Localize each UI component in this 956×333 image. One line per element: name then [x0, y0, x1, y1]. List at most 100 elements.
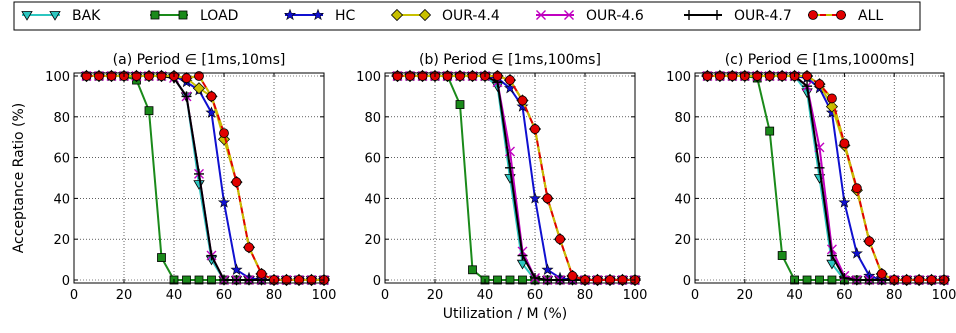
y-tick-label: 80	[674, 111, 691, 126]
y-tick-label: 40	[53, 192, 70, 207]
x-tick-label: 40	[166, 288, 183, 303]
data-point	[182, 275, 191, 285]
series-group	[701, 69, 951, 287]
data-point	[752, 71, 763, 81]
series-load	[393, 71, 640, 285]
ticks: 0 20 40 60 80 100 0 20 40 60 80 100	[666, 70, 956, 303]
series-line-dash	[397, 75, 635, 281]
series-bak	[80, 72, 330, 286]
data-point	[542, 193, 553, 204]
data-point	[294, 275, 304, 285]
data-point	[505, 275, 515, 285]
legend-marker	[684, 10, 694, 20]
data-point	[814, 162, 825, 173]
data-point	[157, 253, 166, 262]
series-group	[391, 69, 642, 287]
y-tick-label: 20	[674, 233, 691, 248]
y-tick-label: 20	[53, 233, 70, 248]
x-tick-label: 20	[737, 288, 754, 303]
series-all	[702, 71, 949, 285]
legend-marker	[418, 8, 432, 22]
x-tick-label: 40	[786, 288, 803, 303]
series-line	[707, 75, 944, 281]
y-tick-label: 60	[364, 152, 381, 167]
legend-marker	[836, 10, 846, 20]
data-point	[207, 275, 216, 285]
data-point	[455, 100, 465, 109]
legend-label: HC	[335, 8, 356, 24]
x-tick-label: 0	[70, 288, 78, 303]
series-hc	[80, 69, 331, 286]
series-line	[86, 75, 324, 281]
series-line	[707, 75, 944, 281]
data-point	[392, 71, 403, 81]
data-point	[131, 71, 142, 81]
legend-item-our-4-7: OUR-4.7	[684, 8, 792, 24]
data-point	[727, 71, 738, 81]
series-bak	[391, 72, 641, 286]
panel-b: 0 20 40 60 80 100 0 20 40 60 80 100 (b) Period ∈ [1m…	[356, 52, 647, 303]
data-point	[592, 275, 603, 285]
data-point	[765, 126, 775, 136]
y-tick-label: 60	[674, 152, 691, 167]
panel-title: (b) Period ∈ [1ms,100ms]	[419, 52, 601, 68]
ticks: 0 20 40 60 80 100 0 20 40 60 80 100	[356, 70, 647, 303]
ticks: 0 20 40 60 80 100 0 20 40 60 80 100	[45, 70, 336, 303]
legend-item-hc: HC	[283, 8, 356, 24]
legend-item-bak: BAK	[21, 8, 101, 24]
data-point	[815, 275, 824, 285]
series-line	[86, 75, 324, 281]
legend-marker	[283, 8, 297, 21]
legend-item-our-4-6: OUR-4.6	[536, 8, 644, 24]
data-point	[206, 91, 217, 102]
data-point	[517, 95, 528, 106]
data-point	[181, 73, 192, 83]
series-line	[707, 75, 944, 281]
data-point	[492, 71, 503, 81]
data-point	[256, 268, 267, 279]
data-point	[864, 236, 875, 247]
data-point	[850, 247, 863, 259]
y-tick-label: 40	[364, 192, 381, 207]
data-point	[493, 275, 502, 285]
y-tick-label: 100	[45, 70, 70, 85]
series-our-4-7	[392, 71, 640, 285]
axes-frame	[384, 72, 636, 284]
y-tick-label: 100	[356, 70, 381, 85]
data-point	[194, 168, 204, 179]
series-line	[397, 75, 635, 281]
legend: BAK LOAD HC OUR-4.4 OUR-4.6 OUR-4.7 ALL	[13, 1, 921, 31]
data-point	[777, 251, 787, 260]
series-our-4-6	[392, 71, 640, 285]
data-point	[802, 71, 812, 81]
series-hc	[701, 69, 951, 286]
y-tick-label: 80	[53, 111, 70, 126]
x-tick-label: 100	[623, 288, 648, 303]
data-point	[194, 71, 204, 81]
legend-marker	[536, 10, 546, 20]
legend-marker	[178, 10, 188, 20]
data-point	[417, 71, 428, 81]
x-tick-label: 80	[577, 288, 594, 303]
series-our-4-4	[701, 69, 951, 287]
data-point	[106, 71, 117, 81]
data-point	[192, 82, 206, 95]
data-point	[442, 71, 453, 81]
series-line	[397, 75, 635, 281]
data-point	[231, 177, 242, 187]
data-point	[555, 234, 565, 245]
y-tick-label: 80	[364, 111, 381, 126]
grid	[74, 73, 324, 283]
series-line	[397, 75, 635, 281]
data-point	[181, 91, 192, 102]
panels: 0 20 40 60 80 100 0 20 40 60 80 100 (a) Period ∈ [1m…	[45, 52, 956, 303]
series-line-dash	[86, 74, 324, 281]
series-our-4-7	[702, 71, 949, 285]
data-point	[193, 180, 205, 190]
x-tick-label: 40	[477, 288, 494, 303]
data-point	[530, 124, 540, 134]
x-tick-label: 60	[836, 288, 853, 303]
series-line	[397, 75, 635, 281]
series-group	[80, 69, 331, 287]
series-load	[703, 71, 949, 285]
